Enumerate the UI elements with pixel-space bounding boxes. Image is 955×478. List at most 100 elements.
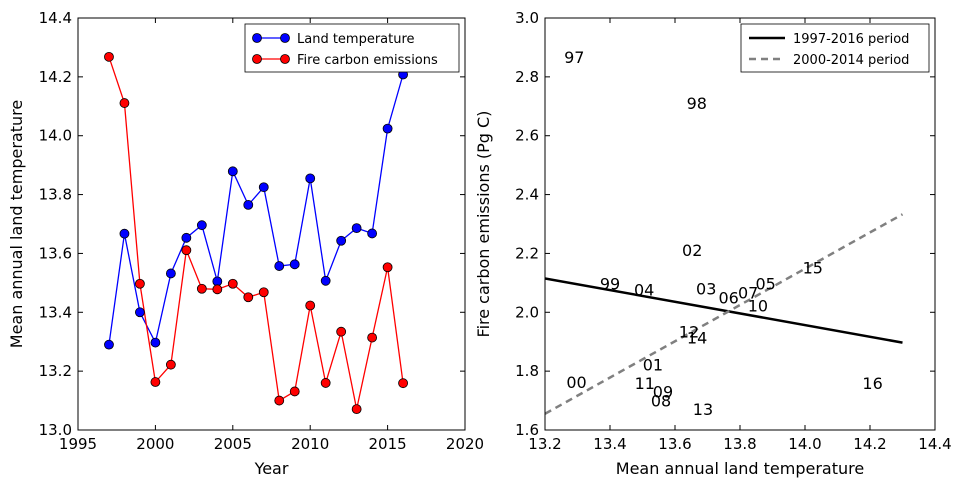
y-tick-label: 13.8 [39,186,72,204]
point-label: 05 [755,275,775,294]
data-point [150,337,161,348]
data-point [181,232,192,243]
point-label: 97 [564,48,584,67]
data-point [367,228,378,239]
point-label: 08 [651,392,671,411]
data-point [367,332,378,343]
legend-box [244,23,460,73]
y-tick-label: 14.4 [39,9,72,27]
data-point [320,275,331,286]
x-tick-label: 13.2 [528,435,561,453]
point-label: 02 [682,241,702,260]
data-point [165,359,176,370]
point-label: 15 [803,258,823,277]
legend-marker [280,54,290,64]
y-tick-label: 1.6 [515,421,539,439]
y-axis-label: Fire carbon emissions (Pg C) [474,111,493,338]
axes-frame [544,17,936,431]
y-tick-label: 1.8 [515,362,539,380]
point-label: 11 [635,374,655,393]
data-point [165,268,176,279]
data-point [320,378,331,388]
data-point [289,259,300,270]
point-label: 03 [696,280,716,299]
point-label: 06 [718,288,738,307]
point-label: 98 [687,94,707,113]
legend: 1997-2016 period 2000-2014 period [740,23,930,73]
y-tick-label: 14.2 [39,68,72,86]
point-label: 04 [634,280,654,299]
legend-box [740,23,930,73]
fit-line [545,277,903,344]
data-point [243,292,254,303]
y-tick-label: 13.6 [39,244,72,262]
data-point [336,326,347,337]
point-label: 09 [653,382,673,401]
point-label: 01 [643,356,663,375]
x-tick-label: 14.2 [853,435,886,453]
data-point [196,220,207,231]
x-tick-label: 2010 [291,435,329,453]
data-point [243,199,254,210]
legend-marker [280,33,290,43]
point-label: 99 [600,275,620,294]
legend-label: Fire carbon emissions [297,53,438,68]
data-point [351,223,362,234]
x-axis-label: Year [254,459,289,478]
data-point [351,404,362,415]
x-tick-label: 14.4 [918,435,951,453]
data-point [305,173,316,184]
data-point [227,278,238,289]
plot-area [104,51,408,415]
y-tick-label: 2.2 [515,244,539,262]
y-tick-label: 13.0 [39,421,72,439]
y-tick-label: 13.2 [39,362,72,380]
legend: Land temperature Fire carbon emissions [244,23,460,73]
point-label: 14 [687,329,707,348]
legend-label: Land temperature [297,32,415,47]
series-line [108,74,404,345]
point-label: 07 [738,283,758,302]
data-point [135,278,145,289]
legend-label: 2000-2014 period [793,53,909,68]
y-tick-label: 2.6 [515,127,539,145]
data-point [104,51,114,62]
y-tick-label: 14.0 [39,127,72,145]
x-tick-label: 14.0 [788,435,821,453]
y-tick-label: 3.0 [515,9,539,27]
fit-line [545,213,904,415]
data-point [258,182,269,193]
data-point [227,166,238,177]
x-tick-label: 13.8 [723,435,756,453]
data-point [212,284,223,295]
data-point [382,262,393,273]
data-point [289,386,300,397]
x-tick-label: 13.4 [593,435,626,453]
x-tick-label: 2000 [136,435,174,453]
point-label: 12 [679,323,699,342]
point-label: 10 [748,297,768,316]
y-axis-label: Mean annual land temperature [7,100,26,348]
data-point [119,228,130,239]
data-point [258,287,269,298]
x-axis-label: Mean annual land temperature [616,459,864,478]
y-tick-label: 2.0 [515,303,539,321]
data-point [181,245,192,256]
legend-marker [252,54,262,64]
x-tick-label: 1995 [59,435,97,453]
x-tick-label: 2015 [369,435,407,453]
data-point [398,378,408,389]
point-label: 13 [693,400,713,419]
data-point [150,377,161,387]
data-point [196,283,207,294]
legend-label: 1997-2016 period [793,32,909,47]
y-tick-label: 13.4 [39,303,72,321]
data-point [382,123,393,134]
axes-frame [77,17,466,431]
x-tick-label: 13.6 [658,435,691,453]
chart-2: 13.2 13.4 13.6 13.8 14.0 14.2 14.4 1.6 1.8 2.0 2.2… [474,9,952,478]
point-label: 16 [862,374,882,393]
data-point [119,98,130,108]
data-point [274,395,285,406]
